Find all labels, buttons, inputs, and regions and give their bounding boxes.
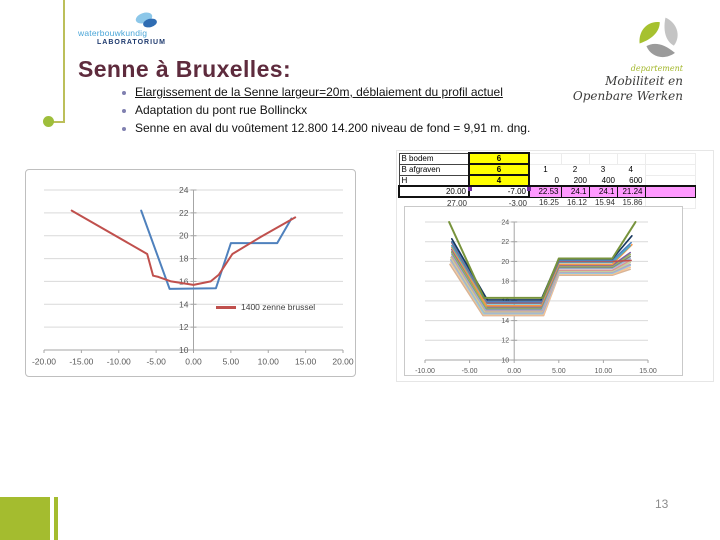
decor-corner-stripe xyxy=(54,497,58,540)
svg-text:10.00: 10.00 xyxy=(595,368,613,375)
table-row: 27.00 -3.00 16.25 16.12 15.94 15.86 xyxy=(399,196,696,209)
svg-text:12: 12 xyxy=(179,322,189,332)
svg-text:24: 24 xyxy=(501,219,509,226)
decor-corner-square xyxy=(0,497,50,540)
svg-text:-5.00: -5.00 xyxy=(462,368,478,375)
bullet-icon xyxy=(122,127,126,131)
table-row: H 4 0 200 400 600 xyxy=(398,174,696,187)
svg-text:-10.00: -10.00 xyxy=(415,368,435,375)
bullet-list: Elargissement de la Senne largeur=20m, d… xyxy=(120,86,590,140)
bullet-icon xyxy=(122,109,126,113)
svg-text:5.00: 5.00 xyxy=(223,357,240,367)
bullet-icon xyxy=(122,91,126,95)
page-title: Senne à Bruxelles: xyxy=(78,56,292,82)
svg-text:-15.00: -15.00 xyxy=(69,357,93,367)
cell-h-value: 4 xyxy=(468,174,530,187)
svg-text:0.00: 0.00 xyxy=(507,368,521,375)
svg-text:14: 14 xyxy=(179,299,189,309)
cell-b-afgraven-value: 6 xyxy=(468,163,530,176)
selection-handle xyxy=(468,187,472,191)
svg-text:20: 20 xyxy=(179,231,189,241)
svg-text:0.00: 0.00 xyxy=(185,357,202,367)
svg-text:5.00: 5.00 xyxy=(552,368,566,375)
departement-pinwheel-icon xyxy=(636,14,684,67)
right-profiles-chart: 10 12 14 16 18 20 22 24 -10.00 -5.00 0.00 5.00 10.00… xyxy=(404,206,683,376)
svg-text:18: 18 xyxy=(179,254,189,264)
page-number: 13 xyxy=(655,497,669,511)
svg-text:-10.00: -10.00 xyxy=(107,357,131,367)
bullet-item-2: Adaptation du pont rue Bollinckx xyxy=(120,104,590,117)
table-row: B bodem 6 xyxy=(398,152,696,165)
svg-text:15.00: 15.00 xyxy=(295,357,317,367)
waterbouwkundig-logo-text: waterbouwkundig xyxy=(78,28,148,38)
svg-text:12: 12 xyxy=(501,338,509,345)
left-profile-chart-canvas: 10 12 14 16 18 20 22 24 -20.00 -15.00 -10.00 -5.00 0… xyxy=(32,185,354,367)
left-profile-chart: 10 12 14 16 18 20 22 24 -20.00 -15.00 -10.00 -5.00 0… xyxy=(25,169,356,377)
svg-text:10.00: 10.00 xyxy=(258,357,280,367)
waterbouwkundig-logo: waterbouwkundig LABORATORIUM xyxy=(76,10,196,50)
departement-label: departement xyxy=(630,64,683,73)
decor-elbow-line xyxy=(50,121,65,123)
waterbouwkundig-logo-icon xyxy=(133,12,159,35)
svg-text:18: 18 xyxy=(501,279,509,286)
svg-text:20.00: 20.00 xyxy=(332,357,354,367)
svg-text:22: 22 xyxy=(179,208,189,218)
cell-b-afgraven: B afgraven xyxy=(398,163,470,176)
svg-text:14: 14 xyxy=(501,318,509,325)
table-row: 20.00 -7.00 22.53 24.1 24.1 21.24 xyxy=(398,185,696,198)
legend-line-swatch xyxy=(216,305,236,309)
excel-object: B bodem 6 B afgraven 6 1 2 3 4 H 4 0 xyxy=(396,150,714,382)
svg-text:15.00: 15.00 xyxy=(639,368,657,375)
svg-text:20: 20 xyxy=(501,259,509,266)
legend-label: 1400 zenne brussel xyxy=(241,302,316,312)
decor-vertical-line xyxy=(63,0,65,122)
svg-text:-5.00: -5.00 xyxy=(146,357,166,367)
laboratorium-logo-text: LABORATORIUM xyxy=(97,39,166,46)
selection-handle xyxy=(527,187,531,191)
svg-text:10: 10 xyxy=(179,345,189,355)
svg-text:-20.00: -20.00 xyxy=(32,357,56,367)
svg-text:24: 24 xyxy=(179,185,189,195)
cell-h: H xyxy=(398,174,470,187)
decor-green-dot xyxy=(43,116,54,127)
svg-text:10: 10 xyxy=(501,357,509,364)
openbare-werken-label: Openbare Werken xyxy=(572,89,683,103)
table-row: B afgraven 6 1 2 3 4 xyxy=(398,163,696,176)
cell-b-bodem-value: 6 xyxy=(468,152,530,165)
svg-text:16: 16 xyxy=(179,276,189,286)
cell-b-bodem: B bodem xyxy=(398,152,470,165)
svg-text:22: 22 xyxy=(501,239,509,246)
bullet-item-3: Senne en aval du voûtement 12.800 14.200… xyxy=(120,122,590,135)
chart-legend: 1400 zenne brussel xyxy=(216,302,315,312)
mobiliteit-label: Mobiliteit en xyxy=(605,74,683,88)
excel-table: B bodem 6 B afgraven 6 1 2 3 4 H 4 0 xyxy=(398,152,696,209)
bullet-item-1: Elargissement de la Senne largeur=20m, d… xyxy=(120,86,590,99)
departement-logo: departement Mobiliteit en Openbare Werke… xyxy=(560,12,685,107)
